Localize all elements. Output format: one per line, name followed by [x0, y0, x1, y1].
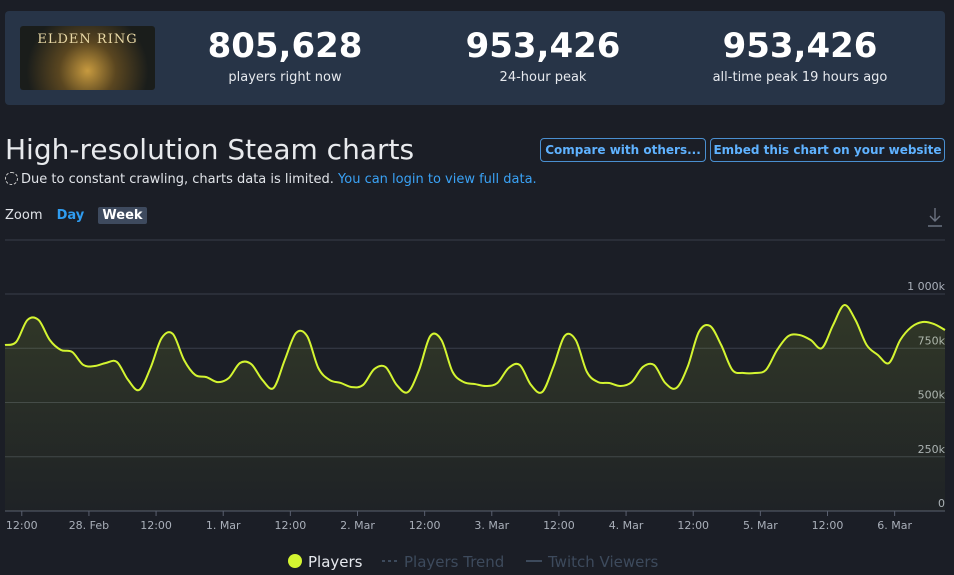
legend-label: Players Trend: [404, 553, 504, 571]
zoom-day[interactable]: Day: [56, 208, 85, 223]
notice: Due to constant crawling, charts data is…: [5, 172, 537, 187]
loading-icon: [5, 172, 18, 185]
embed-button[interactable]: Embed this chart on your website: [710, 138, 945, 162]
login-link[interactable]: You can login to view full data.: [338, 172, 537, 187]
x-tick-label: 3. Mar: [474, 519, 509, 532]
stat-label: 24-hour peak: [499, 70, 587, 85]
stats-banner: [5, 11, 945, 105]
x-tick-label: 4. Mar: [609, 519, 644, 532]
x-tick-label: 28. Feb: [69, 519, 109, 532]
stat-value: 953,426: [722, 26, 878, 66]
x-tick-label: 5. Mar: [743, 519, 778, 532]
players-line: [4, 304, 946, 394]
x-tick-label: 12:00: [812, 519, 844, 532]
y-tick-label: 250k: [918, 443, 946, 456]
stat: 953,426 all-time peak 19 hours ago: [680, 26, 920, 85]
zoom-bar: Zoom Day Week: [5, 207, 147, 224]
area-fill: [5, 305, 945, 511]
x-tick-label: 12:00: [677, 519, 709, 532]
x-tick-label: 12:00: [409, 519, 441, 532]
stat-value: 805,628: [207, 26, 363, 66]
stat: 953,426 24-hour peak: [423, 26, 663, 85]
x-tick-label: 12:00: [275, 519, 307, 532]
stat-label: players right now: [228, 70, 342, 85]
game-logo[interactable]: ELDEN RING: [20, 26, 155, 90]
x-tick-label: 12:00: [543, 519, 575, 532]
legend-label: Twitch Viewers: [547, 553, 659, 571]
zoom-label: Zoom: [5, 208, 43, 223]
x-tick-label: 12:00: [6, 519, 38, 532]
zoom-week[interactable]: Week: [98, 207, 147, 224]
stat-value: 953,426: [465, 26, 621, 66]
legend-label: Players: [308, 553, 363, 571]
logo-text: ELDEN RING: [37, 32, 138, 47]
y-tick-label: 750k: [918, 334, 946, 347]
x-tick-label: 2. Mar: [340, 519, 375, 532]
y-tick-label: 500k: [918, 389, 946, 402]
notice-text: Due to constant crawling, charts data is…: [21, 172, 334, 187]
compare-button[interactable]: Compare with others...: [540, 138, 706, 162]
stat: 805,628 players right now: [165, 26, 405, 85]
legend-marker: [288, 554, 302, 568]
x-tick-label: 6. Mar: [877, 519, 912, 532]
download-icon: [928, 208, 942, 227]
section-title: High-resolution Steam charts: [5, 133, 415, 166]
x-tick-label: 1. Mar: [206, 519, 241, 532]
y-tick-label: 1 000k: [907, 280, 945, 293]
x-tick-label: 12:00: [140, 519, 172, 532]
y-tick-label: 0: [938, 497, 945, 510]
stat-label: all-time peak 19 hours ago: [712, 70, 888, 85]
